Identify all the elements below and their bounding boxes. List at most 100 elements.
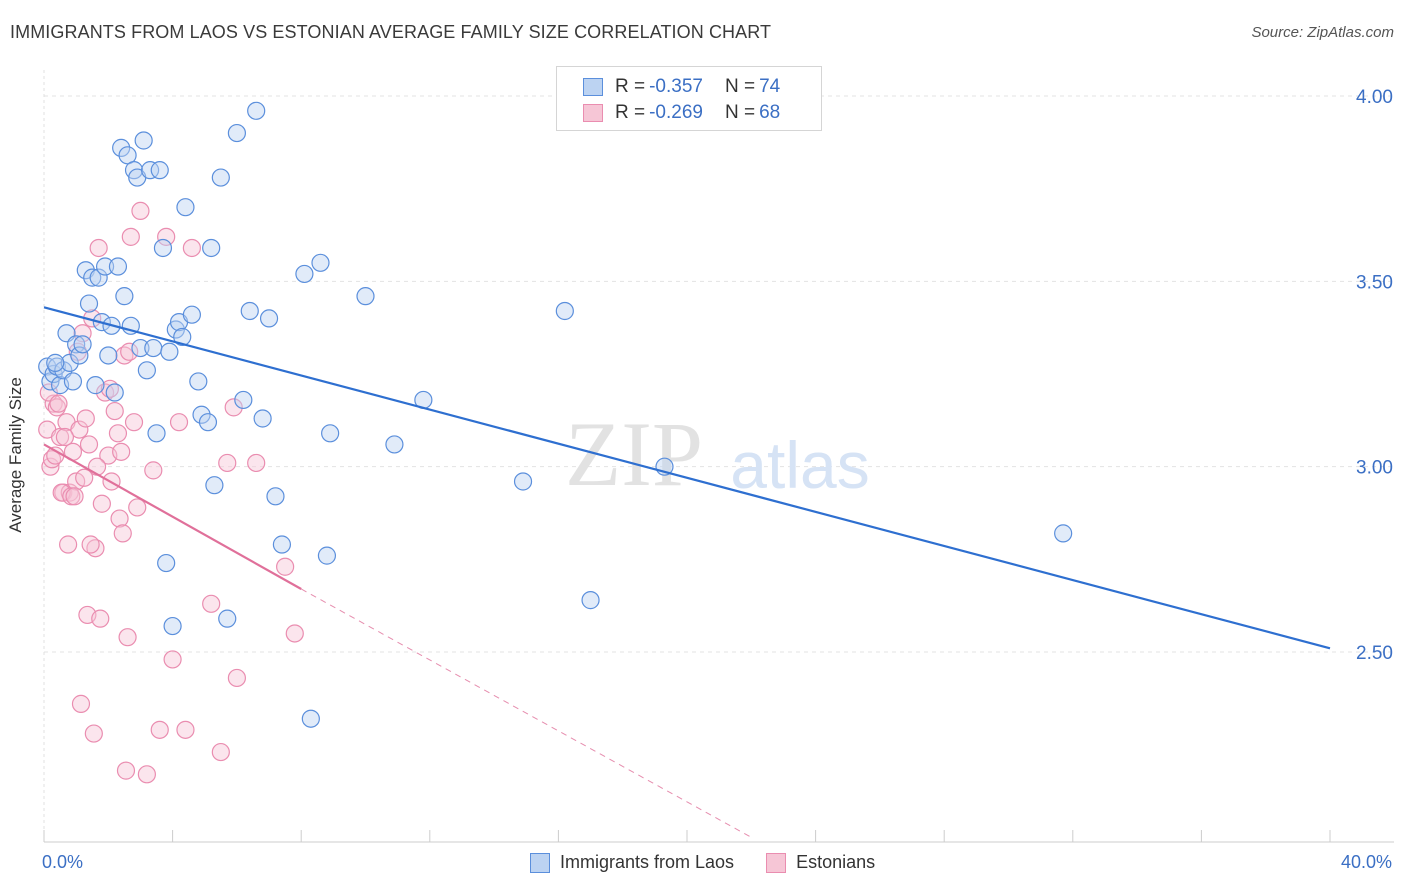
y-tick-label-1: 3.00 (1356, 458, 1393, 479)
laos-point-64 (321, 424, 340, 443)
laos-point-10 (70, 346, 89, 365)
estonians-point-29 (131, 201, 150, 221)
estonians-point-35 (169, 413, 189, 432)
laos-point-22 (108, 257, 128, 276)
estonians-point-25 (118, 628, 137, 647)
watermark-atlas: atlas (730, 428, 869, 502)
laos-point-60 (295, 264, 314, 284)
estonians-point-60 (84, 724, 103, 743)
estonians-point-44 (276, 557, 295, 576)
estonians-points (38, 201, 304, 784)
correlation-legend: R = -0.357 N = 74 R = -0.269 N = 68 (556, 66, 822, 131)
estonians-point-21 (105, 401, 124, 421)
legend-swatch-estonians (766, 852, 787, 873)
source-label: Source: ZipAtlas.com (1251, 24, 1394, 41)
estonians-point-22 (108, 424, 128, 443)
estonians-point-59 (81, 535, 100, 554)
laos-point-61 (301, 709, 320, 728)
legend-item-estonians: Estonians (766, 852, 875, 873)
estonians-point-12 (76, 409, 95, 428)
estonians-point-45 (285, 624, 304, 643)
estonians-point-41 (224, 398, 243, 417)
estonians-point-27 (124, 413, 144, 432)
laos-point-9 (67, 335, 86, 354)
laos-point-14 (83, 268, 102, 287)
estonians-point-57 (75, 468, 94, 487)
legend-label-laos: Immigrants from Laos (560, 852, 735, 872)
estonians-point-32 (150, 720, 169, 739)
estonians-point-37 (182, 238, 201, 258)
laos-point-19 (99, 346, 118, 365)
laos-point-31 (137, 361, 156, 380)
laos-point-18 (95, 257, 115, 276)
laos-point-7 (60, 353, 79, 372)
laos-point-21 (105, 383, 124, 402)
estonians-trend-extension (300, 588, 752, 838)
trend-lines (43, 306, 1331, 838)
y-tick-label-0: 2.50 (1356, 643, 1393, 664)
estonians-point-16 (89, 238, 108, 258)
laos-point-34 (147, 424, 166, 443)
estonians-point-49 (49, 394, 68, 413)
legend-n-label: N = (724, 76, 756, 97)
estonians-point-67 (120, 342, 139, 361)
estonians-point-23 (112, 442, 131, 461)
laos-point-46 (192, 405, 211, 424)
laos-point-29 (131, 338, 150, 358)
laos-point-53 (234, 390, 253, 410)
legend-label-estonians: Estonians (796, 852, 876, 872)
laos-point-8 (63, 372, 83, 391)
laos-point-47 (198, 413, 218, 432)
laos-point-69 (555, 301, 574, 321)
laos-point-58 (266, 487, 285, 506)
laos-point-24 (115, 287, 134, 306)
legend-swatch-laos (530, 852, 550, 873)
estonians-point-43 (247, 453, 266, 473)
estonians-point-61 (87, 457, 107, 476)
laos-point-37 (157, 553, 176, 573)
estonians-point-36 (176, 720, 195, 739)
estonians-point-28 (128, 498, 147, 517)
y-tick-labels: 2.50 3.00 3.50 4.00 (1356, 87, 1393, 664)
laos-point-23 (112, 138, 131, 157)
laos-point-35 (150, 161, 169, 180)
estonians-point-62 (91, 609, 110, 628)
legend-swatch-blue (583, 78, 603, 96)
laos-point-54 (240, 301, 259, 321)
laos-point-44 (182, 305, 201, 324)
legend-n-value: 68 (759, 102, 781, 123)
estonians-point-54 (65, 487, 84, 506)
watermark-zip: ZIP (565, 403, 703, 505)
legend-r-label: R = (615, 102, 646, 123)
laos-point-49 (205, 476, 224, 495)
x-tick-label-min: 0.0% (42, 852, 84, 872)
estonians-point-30 (137, 765, 156, 784)
laos-point-70 (581, 591, 600, 610)
axes (43, 830, 1394, 843)
laos-point-51 (218, 609, 237, 628)
estonians-point-33 (157, 227, 176, 246)
laos-points (38, 101, 1073, 728)
estonians-point-17 (92, 494, 111, 513)
legend-item-laos: Immigrants from Laos (530, 852, 734, 873)
laos-point-62 (311, 253, 330, 272)
estonians-point-52 (59, 535, 78, 554)
laos-point-36 (153, 238, 173, 258)
laos-point-65 (356, 287, 375, 306)
legend-row-pink: R = -0.269 N = 68 (583, 102, 784, 124)
estonians-point-1 (41, 457, 60, 476)
estonians-point-38 (202, 594, 221, 613)
laos-point-55 (247, 101, 266, 120)
laos-point-16 (89, 268, 108, 287)
laos-point-32 (140, 161, 160, 180)
legend-swatch-pink (583, 104, 603, 122)
laos-point-38 (160, 342, 179, 361)
watermark: ZIP atlas (565, 403, 870, 505)
estonians-point-39 (211, 742, 230, 762)
legend-r-value: -0.357 (649, 76, 703, 97)
y-tick-label-2: 3.50 (1356, 272, 1393, 293)
legend-n-value: 74 (759, 76, 781, 97)
laos-trend-line (43, 306, 1331, 650)
estonians-point-26 (121, 227, 140, 246)
